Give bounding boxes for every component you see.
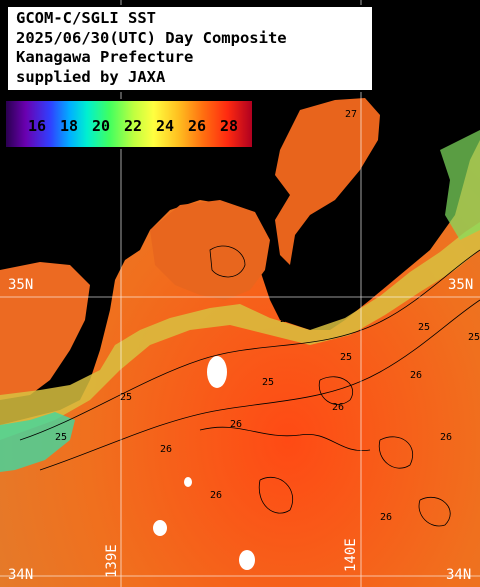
supplier: supplied by JAXA — [16, 67, 166, 86]
contour-label: 26 — [160, 444, 172, 455]
legend-tick: 26 — [188, 117, 207, 135]
lon-label-140e: 140E — [343, 538, 359, 572]
cold-coastal-patch — [0, 412, 75, 472]
contour-label: 25 — [340, 352, 352, 363]
contour-label: 25 — [312, 212, 324, 223]
legend-tick: 16 — [28, 117, 47, 135]
region-name: Kanagawa Prefecture — [16, 48, 194, 66]
oshima-island — [207, 356, 227, 388]
suruga-bay — [0, 262, 90, 400]
contour-label: 26 — [210, 490, 222, 501]
color-scale-legend: 16 18 20 22 24 26 28 — [4, 99, 254, 149]
contour-label: 25 — [418, 322, 430, 333]
header-info-box: GCOM-C/SGLI SST 2025/06/30(UTC) Day Comp… — [6, 5, 374, 92]
contour-label: 25 — [262, 377, 274, 388]
contour-label: 26 — [410, 370, 422, 381]
contour-label: 26 — [380, 512, 392, 523]
contour-label: 26 — [280, 314, 292, 325]
tokyo-bay — [275, 98, 380, 265]
contour-label: 26 — [230, 419, 242, 430]
contour-labels: 27 25 25 26 25 26 25 26 26 25 26 26 25 2… — [55, 109, 480, 523]
legend-tick: 22 — [124, 117, 143, 135]
product-title: GCOM-C/SGLI SST — [16, 9, 156, 27]
isotherm-contours — [19, 245, 480, 527]
contour-label: 27 — [345, 109, 357, 120]
contour-label: 26 — [440, 432, 452, 443]
lat-label-34n-left: 34N — [8, 567, 34, 583]
legend-tick: 28 — [220, 117, 239, 135]
date-composite: 2025/06/30(UTC) Day Composite — [16, 28, 287, 47]
toshima-island — [153, 520, 167, 536]
legend-tick: 24 — [156, 117, 175, 135]
legend-tick: 18 — [60, 117, 79, 135]
contour-label: 25 — [55, 432, 67, 443]
small-island — [184, 477, 192, 487]
lat-label-34n-right: 34N — [446, 567, 472, 583]
cold-east-patch — [440, 130, 480, 240]
contour-label: 26 — [332, 402, 344, 413]
lat-label-35n-right: 35N — [448, 277, 474, 293]
niijima-island — [239, 550, 255, 570]
contour-label: 25 — [468, 332, 480, 343]
lat-label-35n-left: 35N — [8, 277, 34, 293]
lon-label-139e: 139E — [104, 544, 120, 578]
legend-tick: 20 — [92, 117, 111, 135]
contour-label: 25 — [120, 392, 132, 403]
